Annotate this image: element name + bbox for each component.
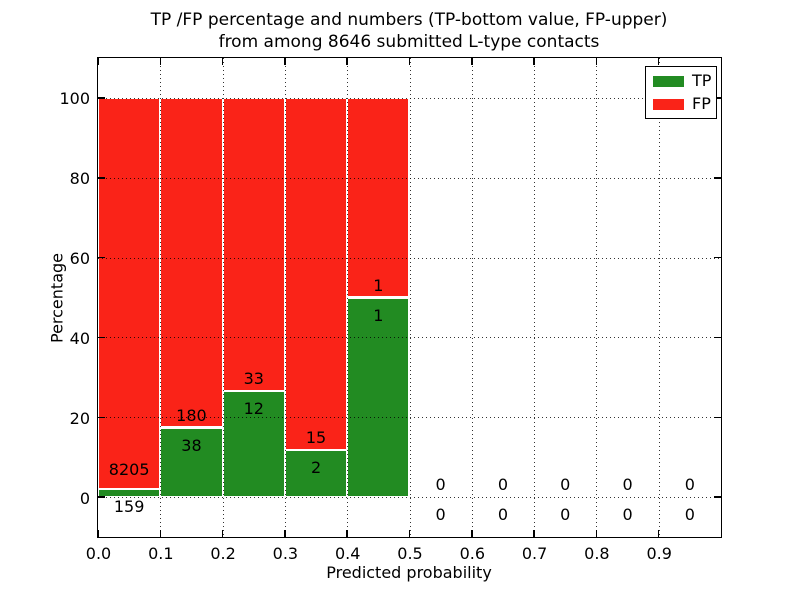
plot-area: 8205 159 180 38 33 12 15 2 1 1 0 0 0 0 0 0 0 0 0 0 TP FP [97,57,722,538]
fp-count-label: 8205 [108,460,150,480]
chart-title-line2: from among 8646 submitted L-type contact… [218,32,600,52]
x-tick-mark-top [284,58,286,65]
tp-count-label: 2 [310,458,322,478]
legend-entry-tp: TP [653,73,716,89]
x-tick-mark [159,530,162,537]
tp-count-label: 12 [243,398,264,418]
fp-count-label: 0 [684,475,695,495]
legend: TP FP [645,66,717,119]
legend-entry-fp: FP [653,96,716,112]
x-tick-mark [471,530,473,537]
tp-count-label: 0 [684,505,695,525]
fp-count-label: 33 [243,368,264,388]
v-gridline [658,58,660,537]
y-tick-label: 80 [69,169,90,189]
y-tick-label: 60 [69,249,90,269]
x-tick-mark-top [471,58,473,65]
x-tick-label: 0.7 [521,544,548,563]
y-tick-mark [98,177,105,179]
x-tick-mark-top [97,58,99,65]
x-tick-mark [595,530,598,537]
fp-bar-segment [222,97,285,391]
x-tick-label: 0.2 [210,544,236,563]
fp-count-label: 15 [305,428,327,448]
x-tick-mark-top [221,58,224,65]
tp-count-label: 1 [373,305,384,325]
tp-count-label: 0 [560,505,571,525]
x-tick-mark [97,530,99,537]
x-tick-mark-top [657,58,660,65]
y-tick-mark-right [714,177,721,179]
x-tick-label: 0.9 [646,544,672,563]
y-tick-mark [98,416,105,418]
v-gridline [471,58,473,537]
fp-count-label: 0 [622,475,633,495]
y-tick-label: 100 [59,89,90,109]
y-tick-mark [98,496,105,498]
legend-label-fp: FP [692,94,711,113]
x-tick-mark-top [595,58,598,65]
y-tick-mark-right [714,97,721,99]
tp-bar-segment [222,390,285,498]
y-tick-mark [98,97,105,99]
v-gridline [347,58,349,537]
chart-title-line1: TP /FP percentage and numbers (TP-bottom… [150,10,668,30]
tp-color-swatch [653,75,684,87]
tp-bar-segment [347,297,410,498]
y-tick-mark-right [714,416,721,418]
plot-inner: 8205 159 180 38 33 12 15 2 1 1 0 0 0 0 0 0 0 0 0 0 [97,58,721,537]
tp-count-label: 159 [113,497,145,517]
y-tick-label: 40 [69,328,90,348]
fp-count-label: 180 [176,405,207,425]
x-tick-label: 0.1 [148,544,174,563]
x-tick-label: 0.4 [334,544,361,563]
v-gridline [409,58,411,537]
x-tick-mark [533,530,535,537]
x-tick-mark-top [408,58,411,65]
fp-count-label: 0 [435,475,446,495]
x-tick-label: 0.6 [459,544,486,563]
tp-count-label: 0 [622,505,633,525]
v-gridline [596,58,598,537]
y-tick-mark-right [714,256,721,259]
fp-bar-segment [284,97,348,451]
y-tick-mark-right [714,496,721,498]
fp-color-swatch [653,98,684,110]
x-tick-mark [408,530,411,537]
x-tick-label: 0.3 [272,544,299,563]
tp-bar-segment [98,489,161,498]
fp-count-label: 1 [373,275,384,295]
v-gridline [534,58,536,537]
v-gridline [160,58,162,537]
y-tick-mark-right [714,336,721,339]
fp-bar-segment [160,97,223,428]
x-tick-mark [657,530,660,537]
x-tick-label: 0.0 [85,544,112,563]
legend-label-tp: TP [692,71,712,90]
y-tick-label: 20 [69,408,90,428]
x-tick-mark-top [346,58,348,65]
x-tick-label: 0.5 [397,544,423,563]
x-tick-mark [284,530,286,537]
x-axis-label: Predicted probability [326,563,492,582]
v-gridline [284,58,286,537]
y-tick-mark [98,256,105,259]
tp-count-label: 0 [435,505,446,525]
tp-bar-segment [160,427,223,498]
y-tick-mark [98,336,105,339]
v-gridline [222,58,224,537]
x-tick-mark-top [533,58,535,65]
tp-count-label: 0 [497,505,509,525]
x-tick-mark [221,530,224,537]
tp-count-label: 38 [181,435,202,455]
fp-count-label: 0 [497,475,509,495]
x-tick-label: 0.8 [584,544,610,563]
fp-bar-segment [347,97,410,298]
fp-count-label: 0 [560,475,571,495]
fp-bar-segment [98,97,161,490]
x-tick-mark-top [159,58,162,65]
y-tick-label: 0 [79,488,90,508]
x-tick-mark [346,530,348,537]
